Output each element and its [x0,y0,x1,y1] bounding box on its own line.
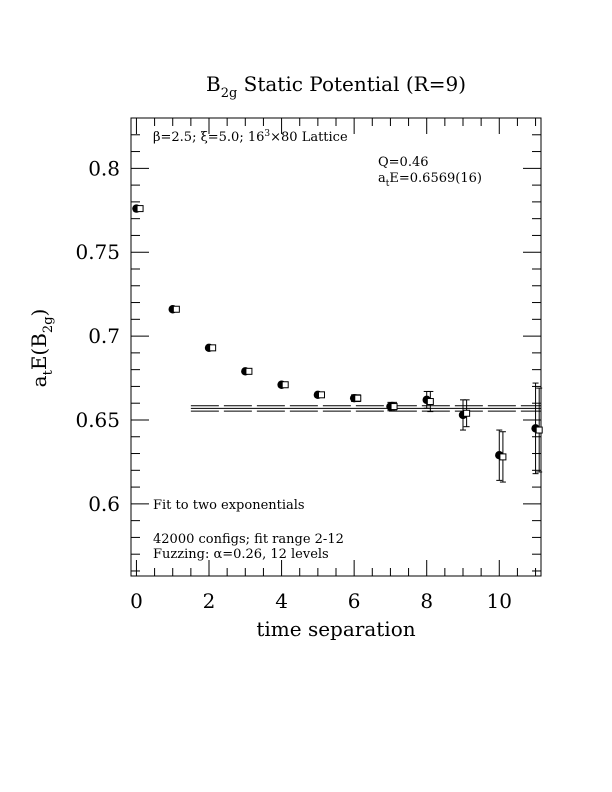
lattice-label: β=2.5; ξ=5.0; 163×80 Lattice [153,129,348,145]
data-point-square [281,381,289,389]
data-point-square [136,205,144,213]
tick-labels: 0 2 4 6 8 10 0.6 0.65 0.7 0.75 0.8 [75,156,512,613]
data-point-square [535,426,543,434]
error-bars [133,206,543,483]
data-point-square [499,453,507,461]
data-point-square [354,394,362,402]
fit-quality: Q=0.46 [378,155,429,170]
fuzzing-note: Fuzzing: α=0.26, 12 levels [153,547,329,562]
x-tick-label: 4 [275,589,288,613]
data-point-square [463,409,471,417]
y-axis-label: atE(B2g) [27,309,56,388]
data-point-square [209,344,217,352]
fit-type-note: Fit to two exponentials [153,498,305,513]
data-point-square [245,367,253,375]
x-tick-label: 6 [348,589,361,613]
fit-energy: atE=0.6569(16) [378,171,482,189]
data-point-square [426,398,434,406]
data-point-square [172,305,180,313]
data-point-square [390,403,398,411]
y-tick-label: 0.7 [88,324,120,348]
axis-ticks [131,117,541,576]
data-markers [132,204,543,461]
y-tick-label: 0.6 [88,492,120,516]
x-axis-label: time separation [256,617,415,641]
chart-title: B2g Static Potential (R=9) [206,72,466,101]
y-tick-label: 0.8 [88,156,120,180]
fit-band [190,405,541,412]
x-tick-label: 10 [487,589,512,613]
x-tick-label: 0 [130,589,143,613]
y-tick-label: 0.65 [75,408,120,432]
x-tick-label: 8 [420,589,433,613]
data-point-square [317,391,325,399]
y-tick-label: 0.75 [75,240,120,264]
configs-note: 42000 configs; fit range 2-12 [153,532,344,547]
x-tick-label: 2 [203,589,216,613]
